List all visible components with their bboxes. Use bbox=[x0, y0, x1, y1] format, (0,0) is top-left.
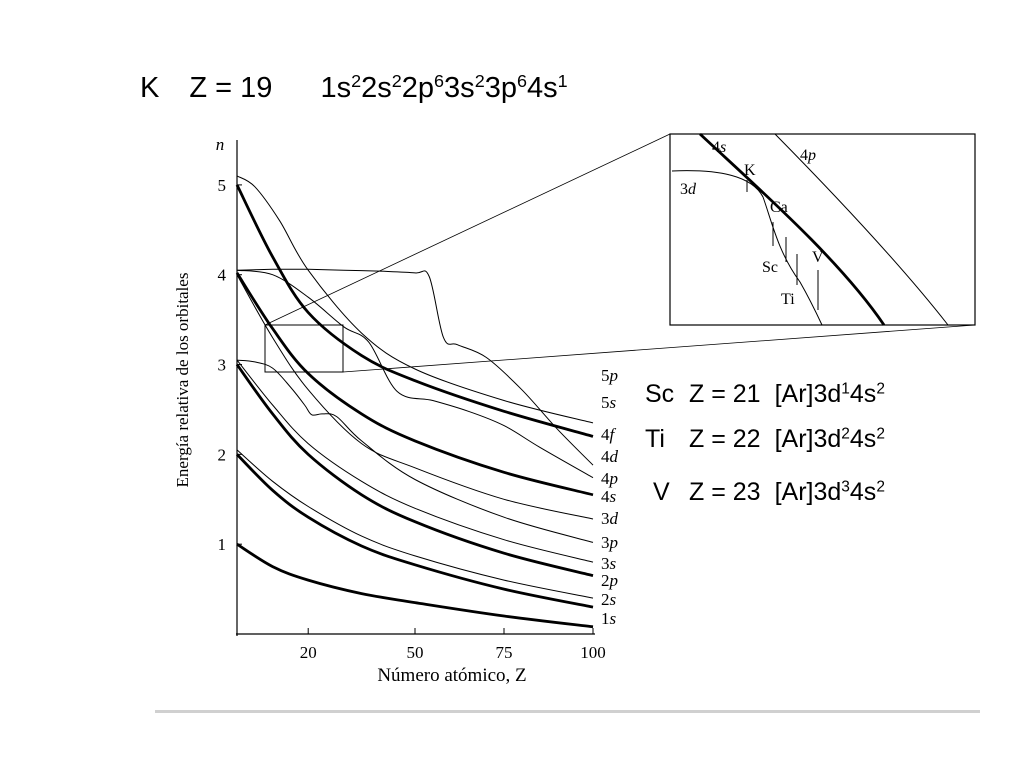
y-tick-label: 4 bbox=[218, 266, 227, 285]
electron-configuration: [Ar]3d14s2 bbox=[774, 380, 885, 408]
atomic-number: Z = 22 bbox=[689, 425, 761, 453]
series-line-1s bbox=[236, 543, 594, 629]
atomic-number: Z = 21 bbox=[689, 380, 761, 408]
atomic-number: Z = 19 bbox=[189, 72, 273, 104]
electron-configuration: [Ar]3d24s2 bbox=[774, 425, 885, 453]
inset-label-k: K bbox=[744, 162, 756, 179]
titanium-configuration: Ti Z = 22 [Ar]3d24s2 bbox=[645, 425, 885, 454]
y-tick-label: 3 bbox=[218, 356, 227, 375]
series-line-5s bbox=[235, 184, 594, 438]
inset-4s-line bbox=[699, 132, 886, 326]
x-tick-label: 50 bbox=[407, 643, 424, 662]
zoom-connector-bottom bbox=[342, 324, 976, 373]
element-symbol: Ti bbox=[645, 425, 665, 453]
series-label-1s: 1s bbox=[601, 609, 617, 628]
inset-label-4s: 4s bbox=[712, 139, 726, 156]
series-line-2p bbox=[236, 449, 594, 599]
series-label-4d: 4d bbox=[601, 447, 619, 466]
series-line-5p bbox=[236, 175, 594, 424]
zoom-connector-top bbox=[264, 133, 671, 326]
x-tick-label: 20 bbox=[300, 643, 317, 662]
element-symbol: K bbox=[140, 72, 160, 104]
series-line-4d bbox=[236, 269, 594, 479]
y-tick-label: 5 bbox=[218, 176, 227, 195]
inset-label-v: V bbox=[812, 249, 824, 266]
atomic-number: Z = 23 bbox=[689, 478, 761, 506]
inset-label-ti: Ti bbox=[781, 291, 795, 308]
series-label-3d: 3d bbox=[601, 509, 619, 528]
series-line-4s bbox=[236, 274, 594, 520]
series-line-3d bbox=[236, 359, 594, 543]
series-line-3p bbox=[236, 359, 594, 563]
series-label-2s: 2s bbox=[601, 590, 617, 609]
inset-3d-line bbox=[671, 170, 823, 326]
x-tick-label: 100 bbox=[580, 643, 606, 662]
inset-label-sc: Sc bbox=[762, 259, 778, 276]
inset-frame bbox=[669, 133, 976, 326]
series-label-2p: 2p bbox=[601, 571, 618, 590]
inset-4p-line bbox=[774, 133, 949, 326]
series-label-5p: 5p bbox=[601, 366, 618, 385]
x-axis-label: Número atómico, Z bbox=[377, 665, 526, 686]
series-label-4s: 4s bbox=[601, 487, 617, 506]
vanadium-configuration: V Z = 23 [Ar]3d34s2 bbox=[653, 478, 885, 507]
series-label-5s: 5s bbox=[601, 393, 617, 412]
scandium-configuration: Sc Z = 21 [Ar]3d14s2 bbox=[645, 380, 885, 409]
inset-label-4p: 4p bbox=[800, 147, 816, 164]
element-symbol: Sc bbox=[645, 380, 675, 408]
y-tick-label: 1 bbox=[218, 535, 227, 554]
bottom-divider bbox=[155, 710, 980, 713]
y-axis-symbol: n bbox=[216, 135, 225, 154]
series-label-4p: 4p bbox=[601, 469, 618, 488]
inset-label-ca: Ca bbox=[770, 199, 788, 216]
y-axis-label: Energía relativa de los orbitales bbox=[173, 273, 192, 488]
series-label-3p: 3p bbox=[601, 533, 618, 552]
potassium-configuration: K Z = 19 1s22s22p63s23p64s1 bbox=[140, 72, 568, 105]
series-line-3s bbox=[235, 363, 594, 577]
element-symbol: V bbox=[653, 478, 670, 506]
x-tick-label: 75 bbox=[496, 643, 513, 662]
y-tick-label: 2 bbox=[218, 445, 227, 464]
series-line-4f bbox=[236, 268, 594, 466]
series-label-4f: 4f bbox=[601, 425, 617, 444]
inset-label-3d: 3d bbox=[680, 181, 697, 198]
zoom-region-box bbox=[264, 324, 344, 373]
electron-configuration: [Ar]3d34s2 bbox=[774, 478, 885, 506]
series-line-4p bbox=[235, 272, 594, 497]
electron-configuration: 1s22s22p63s23p64s1 bbox=[320, 71, 568, 104]
series-label-3s: 3s bbox=[601, 554, 617, 573]
series-line-2s bbox=[236, 453, 594, 609]
